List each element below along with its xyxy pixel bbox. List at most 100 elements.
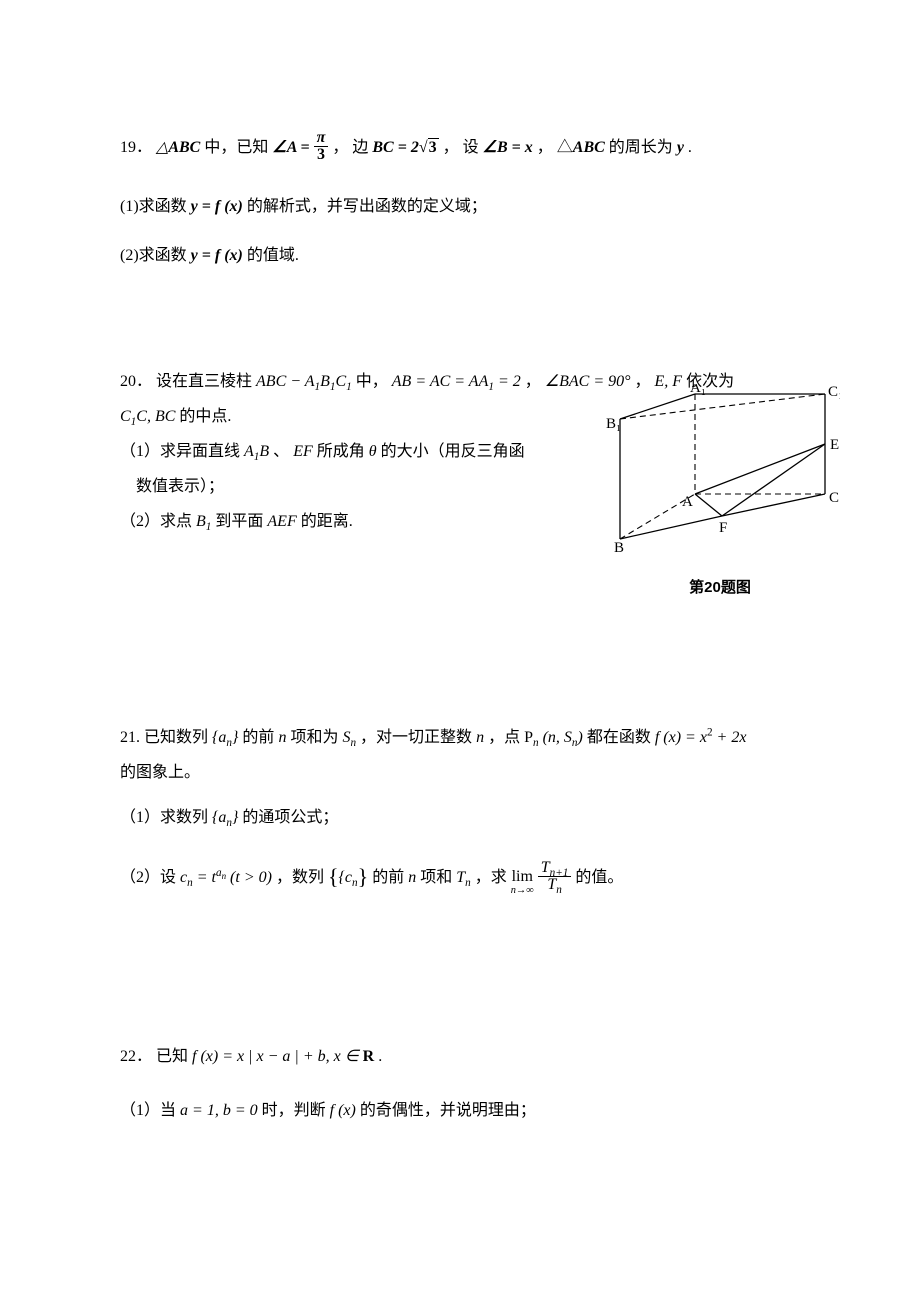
t: 的值域. bbox=[243, 247, 299, 264]
t: 的前 bbox=[242, 729, 278, 746]
p19-sub1: (1)求函数 y = f (x) 的解析式，并写出函数的定义域； bbox=[120, 189, 810, 224]
m: B bbox=[196, 513, 206, 530]
m: f (x) = x bbox=[655, 729, 707, 746]
t: 的大小（用反三角函 bbox=[381, 443, 525, 460]
t: ，对一切正整数 bbox=[360, 729, 476, 746]
m: (t > 0) bbox=[230, 869, 272, 886]
lim: lim n→∞ bbox=[511, 869, 534, 896]
den: 3 bbox=[314, 147, 329, 163]
label-A: A bbox=[682, 494, 693, 510]
m: a = 1, b = 0 bbox=[180, 1102, 258, 1119]
m: R bbox=[363, 1048, 375, 1065]
t: 都在函数 bbox=[587, 729, 655, 746]
lim-top: lim bbox=[511, 869, 534, 885]
m: C bbox=[336, 373, 347, 390]
t: 到平面 bbox=[215, 513, 267, 530]
num: Tn+1 bbox=[538, 860, 572, 877]
bc: BC = 2 bbox=[372, 139, 418, 156]
m: (n, S bbox=[543, 729, 572, 746]
den: Tn bbox=[538, 877, 572, 893]
label-A1: A₁ bbox=[690, 384, 706, 396]
t: T bbox=[547, 876, 556, 893]
p22-line1: 22． 已知 f (x) = x | x − a | + b, x ∈ R . bbox=[120, 1039, 810, 1074]
s: n bbox=[556, 884, 562, 896]
m: C, BC bbox=[136, 408, 175, 425]
num: 20． bbox=[120, 373, 152, 390]
t: T bbox=[541, 859, 550, 876]
m: P bbox=[524, 729, 533, 746]
f: y = f (x) bbox=[191, 247, 243, 264]
t: 的值。 bbox=[575, 869, 623, 886]
problem-21: 21. 已知数列 {an} 的前 n 项和为 Sn ，对一切正整数 n ，点 P… bbox=[120, 720, 810, 900]
t: 的通项公式； bbox=[242, 809, 338, 826]
p20-line2: C1C, BC 的中点. bbox=[120, 399, 550, 434]
t: 的奇偶性，并说明理由； bbox=[360, 1102, 536, 1119]
m: n bbox=[408, 869, 416, 886]
t: ， 边 bbox=[332, 139, 372, 156]
t: 已知 bbox=[156, 1048, 192, 1065]
m: f (x) = x | x − a | + b, x ∈ bbox=[192, 1048, 359, 1065]
p20-sub1: （1）求异面直线 A1B 、 EF 所成角 θ 的大小（用反三角函 bbox=[120, 434, 550, 469]
t: ， bbox=[525, 373, 545, 390]
p21-sub2: （2）设 cn = tan (t > 0) ，数列 {{cn} 的前 n 项和 … bbox=[120, 851, 810, 899]
t: 已知数列 bbox=[144, 729, 208, 746]
s: n bbox=[465, 877, 471, 889]
m: } bbox=[358, 864, 369, 889]
m: } bbox=[232, 729, 238, 746]
s: n bbox=[533, 737, 539, 749]
t: 的周长为 bbox=[609, 139, 677, 156]
sqrt3: √3 bbox=[419, 130, 439, 165]
abc: ABC bbox=[168, 139, 200, 156]
frac: Tn+1 Tn bbox=[538, 860, 572, 893]
m: n bbox=[476, 729, 484, 746]
t: （2）设 bbox=[120, 869, 176, 886]
m: A bbox=[244, 443, 254, 460]
f: y = f (x) bbox=[191, 198, 243, 215]
t: 、 bbox=[273, 443, 289, 460]
y: y bbox=[677, 139, 684, 156]
num: π bbox=[314, 130, 329, 147]
t: . bbox=[378, 1048, 382, 1065]
m: {a bbox=[212, 729, 226, 746]
s: 1 bbox=[346, 381, 352, 393]
s: 1 bbox=[206, 522, 212, 534]
m: ) bbox=[578, 729, 583, 746]
frac-pi3: π 3 bbox=[314, 130, 329, 163]
num: 19． bbox=[120, 139, 152, 156]
lim-bot: n→∞ bbox=[511, 886, 534, 896]
prism-diagram: A₁ B₁ C₁ E C A B F bbox=[600, 384, 840, 554]
problem-20: 20． 设在直三棱柱 ABC − A1B1C1 中， AB = AC = AA1… bbox=[120, 364, 810, 540]
t: （1）求异面直线 bbox=[120, 443, 244, 460]
m: C bbox=[120, 408, 131, 425]
p20-text: 20． 设在直三棱柱 ABC − A1B1C1 中， AB = AC = AA1… bbox=[120, 364, 550, 540]
label-C: C bbox=[829, 490, 839, 506]
label-E: E bbox=[830, 437, 839, 453]
p19-line1: 19． △ABC 中，已知 ∠A = π 3 ， 边 BC = 2√3 ， 设 … bbox=[120, 130, 810, 165]
m: B bbox=[320, 373, 330, 390]
m: + 2x bbox=[713, 729, 747, 746]
angA: ∠A = bbox=[272, 139, 309, 156]
p21-sub1: （1）求数列 {an} 的通项公式； bbox=[120, 800, 810, 835]
m: {a bbox=[212, 809, 226, 826]
m: = t bbox=[197, 869, 216, 886]
p21-line1: 21. 已知数列 {an} 的前 n 项和为 Sn ，对一切正整数 n ，点 P… bbox=[120, 720, 810, 755]
p22-sub1: （1）当 a = 1, b = 0 时，判断 f (x) 的奇偶性，并说明理由； bbox=[120, 1093, 810, 1128]
m: { bbox=[328, 864, 339, 889]
p19-sub2: (2)求函数 y = f (x) 的值域. bbox=[120, 238, 810, 273]
s: an bbox=[216, 867, 226, 879]
num: 22． bbox=[120, 1048, 152, 1065]
t: 所成角 bbox=[317, 443, 365, 460]
t: 数值表示）； bbox=[136, 478, 224, 495]
abc2: ABC bbox=[573, 139, 605, 156]
t: 的图象上。 bbox=[120, 764, 200, 781]
t: (1)求函数 bbox=[120, 198, 191, 215]
t: ， △ bbox=[537, 139, 573, 156]
t: 时，判断 bbox=[262, 1102, 330, 1119]
t: 的中点. bbox=[179, 408, 231, 425]
label-F: F bbox=[719, 520, 727, 536]
m: AEF bbox=[267, 513, 296, 530]
m: {c bbox=[339, 869, 353, 886]
t: (2)求函数 bbox=[120, 247, 191, 264]
t: ，数列 bbox=[276, 869, 324, 886]
t: 项和 bbox=[416, 869, 452, 886]
